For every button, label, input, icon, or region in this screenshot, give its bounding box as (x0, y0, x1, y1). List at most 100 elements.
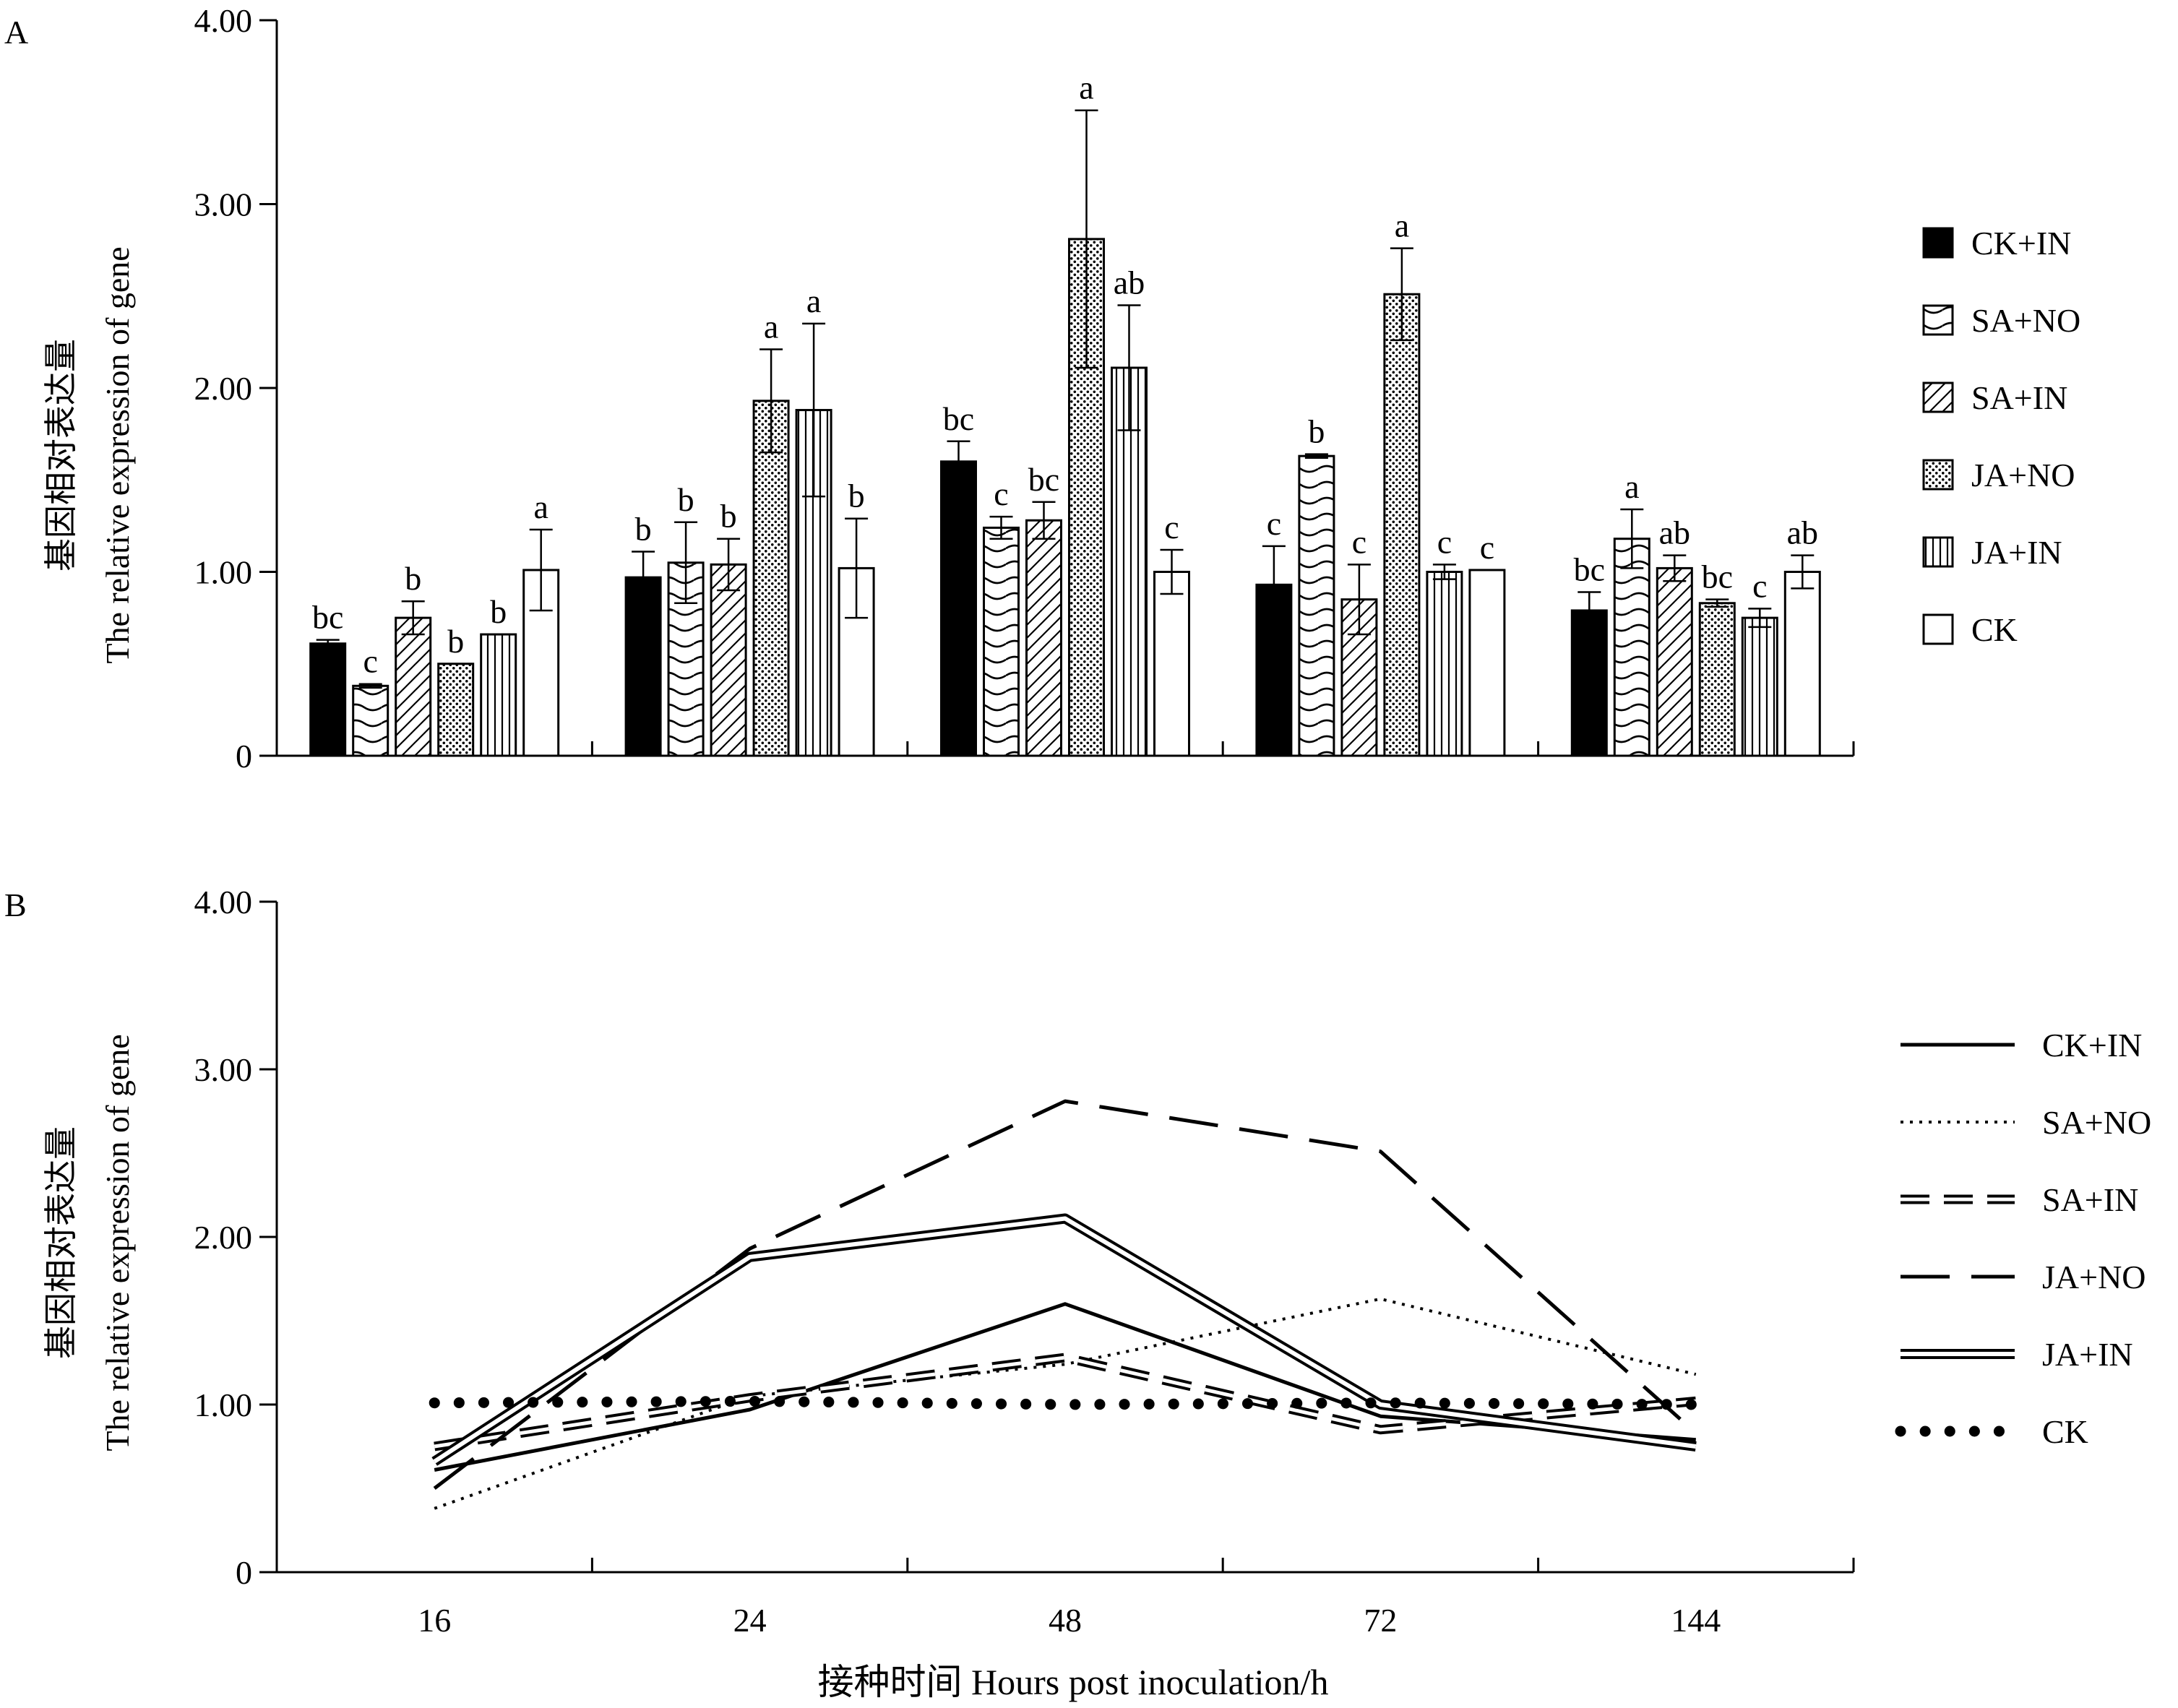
significance-letter-ck-plus-in: c (1267, 505, 1281, 542)
significance-letter-ck: b (848, 478, 865, 514)
significance-letter-ck-plus-in: bc (1574, 551, 1605, 587)
significance-letter-ck-plus-in: bc (312, 599, 343, 636)
bar-ck-plus-in (1570, 609, 1608, 757)
data-point-ck (1064, 1404, 1066, 1405)
significance-letter-ck-plus-in: b (635, 511, 652, 548)
legend-label-ja-plus-no: JA+NO (1971, 457, 2075, 493)
legend-label-ck: CK (1971, 611, 2018, 648)
legend-swatch-sa-plus-in (1922, 381, 1954, 413)
panel-a-y-tick-label: 1.00 (194, 554, 253, 591)
bar-sa-plus-in (1025, 519, 1062, 757)
bar-sa-plus-no (1298, 454, 1335, 757)
panel-b-ylabel-en: The relative expression of gene (99, 1034, 136, 1451)
bar-sa-plus-no (352, 684, 389, 757)
panel-b-ylabel: 基因相对表达量 The relative expression of gene (43, 1034, 136, 1451)
legend-swatch-ck (1922, 613, 1954, 645)
bar-sa-plus-in (395, 616, 432, 757)
legend-label-ja-plus-in: JA+IN (2042, 1336, 2133, 1373)
panel-a-y-tick-label: 4.00 (194, 2, 253, 39)
legend-label-ja-plus-no: JA+NO (2042, 1259, 2146, 1295)
bar-ck (1468, 569, 1506, 757)
legend-swatch-sa-plus-no (1922, 304, 1954, 336)
bar-sa-plus-no (1613, 538, 1650, 757)
significance-letter-ja-plus-in: ab (1114, 264, 1145, 301)
panel-a-ylabel: 基因相对表达量 The relative expression of gene (43, 246, 136, 663)
significance-letter-sa-plus-in: b (405, 560, 421, 597)
significance-letter-sa-plus-in: c (1352, 523, 1366, 560)
significance-letter-sa-plus-no: b (1308, 413, 1325, 450)
significance-letter-sa-plus-no: b (678, 481, 694, 518)
significance-letter-ja-plus-in: c (1752, 567, 1767, 604)
panel-b-x-tick-label: 16 (418, 1602, 451, 1639)
significance-letter-sa-plus-no: c (994, 475, 1008, 512)
bar-ja-plus-in (1741, 616, 1778, 757)
bar-ja-plus-no (752, 400, 790, 757)
panel-b-legend: CK+IN SA+NO SA+IN JA+NO JA+IN CK (1895, 1027, 2151, 1450)
series-line-ck (429, 1395, 1702, 1410)
legend-swatch-ja-plus-no (1922, 459, 1954, 491)
data-point-sa-plus-no (1064, 1363, 1066, 1365)
data-point-ja-plus-no (1695, 1432, 1697, 1433)
series-line-ja-plus-no (433, 1099, 1697, 1490)
significance-letter-ja-plus-no: a (1395, 207, 1409, 244)
series-line-sa-plus-no (434, 1297, 1697, 1510)
bar-ja-plus-in (480, 633, 517, 757)
significance-letter-sa-plus-in: b (720, 498, 737, 535)
series-sa-plus-no (434, 1297, 1697, 1510)
bar-ck (838, 566, 875, 757)
panel-b-x-tick-label: 144 (1671, 1602, 1721, 1639)
significance-letter-ja-plus-no: a (1079, 69, 1093, 106)
bar-ja-plus-in (1111, 366, 1148, 757)
panel-a-legend: CK+IN SA+NO SA+IN JA+NO JA+IN CK (1922, 225, 2080, 648)
data-point-sa-plus-in (1064, 1357, 1066, 1358)
series-line-inner-ja-plus-in (433, 1216, 1697, 1464)
legend-swatch-ja-plus-in (1922, 536, 1954, 568)
panel-b-x-tick-label: 48 (1049, 1602, 1082, 1639)
significance-letter-ja-plus-in: a (806, 282, 821, 319)
significance-letter-ck: c (1480, 529, 1494, 566)
legend-label-sa-plus-in: SA+IN (1971, 379, 2067, 416)
significance-letter-sa-plus-in: ab (1659, 514, 1690, 551)
significance-letter-ja-plus-in: c (1437, 523, 1452, 560)
series-ck (429, 1395, 1702, 1410)
bar-ck-plus-in (309, 642, 347, 757)
bar-sa-plus-in (1656, 566, 1693, 757)
significance-letter-ck-plus-in: bc (943, 400, 974, 437)
significance-letter-sa-plus-in: bc (1028, 461, 1059, 498)
panel-a-tag: A (4, 14, 28, 51)
significance-letter-ja-plus-in: b (490, 593, 507, 630)
significance-letter-ja-plus-no: a (764, 309, 778, 345)
panel-a-ylabel-en: The relative expression of gene (99, 246, 136, 663)
panel-b-y-tick-label: 4.00 (194, 884, 253, 920)
line-chart-panel-b: 0 1.00 2.00 3.00 4.00 16 24 48 72 144 CK+IN SA+NO SA… (194, 884, 2152, 1639)
series-ja-plus-in (431, 1213, 1697, 1466)
panel-a-y-tick-label: 2.00 (194, 370, 253, 407)
significance-letter-sa-plus-no: a (1624, 468, 1639, 505)
legend-label-sa-plus-no: SA+NO (2042, 1104, 2151, 1141)
significance-letter-ja-plus-no: bc (1702, 558, 1733, 595)
legend-label-ck-plus-in: CK+IN (2042, 1027, 2142, 1064)
data-point-sa-plus-no (1379, 1298, 1381, 1300)
series-ja-plus-no (433, 1099, 1697, 1490)
panel-b-x-tick-label: 72 (1364, 1602, 1397, 1639)
significance-letter-sa-plus-no: c (363, 643, 377, 680)
bar-ck (1783, 571, 1821, 757)
x-axis-title: 接种时间 Hours post inoculation/h (818, 1662, 1329, 1702)
bar-ja-plus-no (1383, 293, 1421, 757)
panel-a-ylabel-cn: 基因相对表达量 (43, 339, 79, 572)
legend-label-ck: CK (2042, 1413, 2088, 1450)
legend-label-sa-plus-in: SA+IN (2042, 1181, 2138, 1218)
bar-sa-plus-in (710, 563, 747, 757)
panel-a-y-tick-label: 0 (236, 738, 252, 775)
panel-b-y-tick-label: 0 (236, 1554, 252, 1591)
legend-label-ck-plus-in: CK+IN (1971, 225, 2071, 262)
legend-label-ja-plus-in: JA+IN (1971, 534, 2062, 571)
bar-ck-plus-in (940, 460, 977, 757)
bar-ja-plus-no (1698, 602, 1736, 757)
significance-letter-ck: a (533, 488, 548, 525)
panel-b-tag: B (4, 887, 27, 923)
panel-a-y-tick-label: 3.00 (194, 186, 253, 223)
series-ck-plus-in (434, 1302, 1696, 1472)
